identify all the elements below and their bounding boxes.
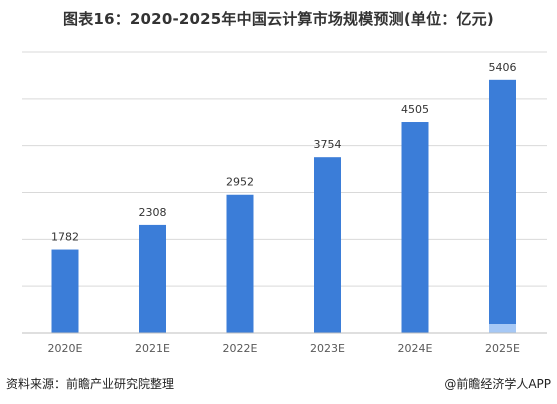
x-tick-2020E: 2020E [48,342,83,355]
gridlines [22,51,547,287]
bar-2023E [314,157,341,333]
data-label-2025E: 5406 [489,61,517,74]
x-tick-2021E: 2021E [135,342,170,355]
source-note: 资料来源：前瞻产业研究院整理 [6,377,175,391]
data-label-2022E: 2952 [226,176,254,189]
x-tick-2022E: 2022E [223,342,258,355]
bar-highlight [489,324,516,333]
bar-2024E [401,122,429,333]
data-label-2024E: 4505 [401,103,429,116]
bar-2020E [51,249,79,333]
bar-2025E [489,79,516,333]
bar-2022E [226,194,254,333]
x-tick-2024E: 2024E [398,342,433,355]
data-label-2021E: 2308 [139,206,167,219]
x-axis-ticks: 2020E 2021E 2022E 2023E 2024E 2025E [48,342,520,355]
x-tick-2023E: 2023E [310,342,345,355]
data-label-2023E: 3754 [314,138,342,151]
data-label-2020E: 1782 [51,231,79,244]
bar-2021E [139,224,166,333]
data-labels: 1782 2308 2952 3754 4505 5406 [51,61,517,244]
bars [51,79,516,333]
credit-note: @前瞻经济学人APP [444,377,551,391]
chart-title: 图表16：2020-2025年中国云计算市场规模预测(单位：亿元) [63,10,494,28]
x-tick-2025E: 2025E [485,342,520,355]
